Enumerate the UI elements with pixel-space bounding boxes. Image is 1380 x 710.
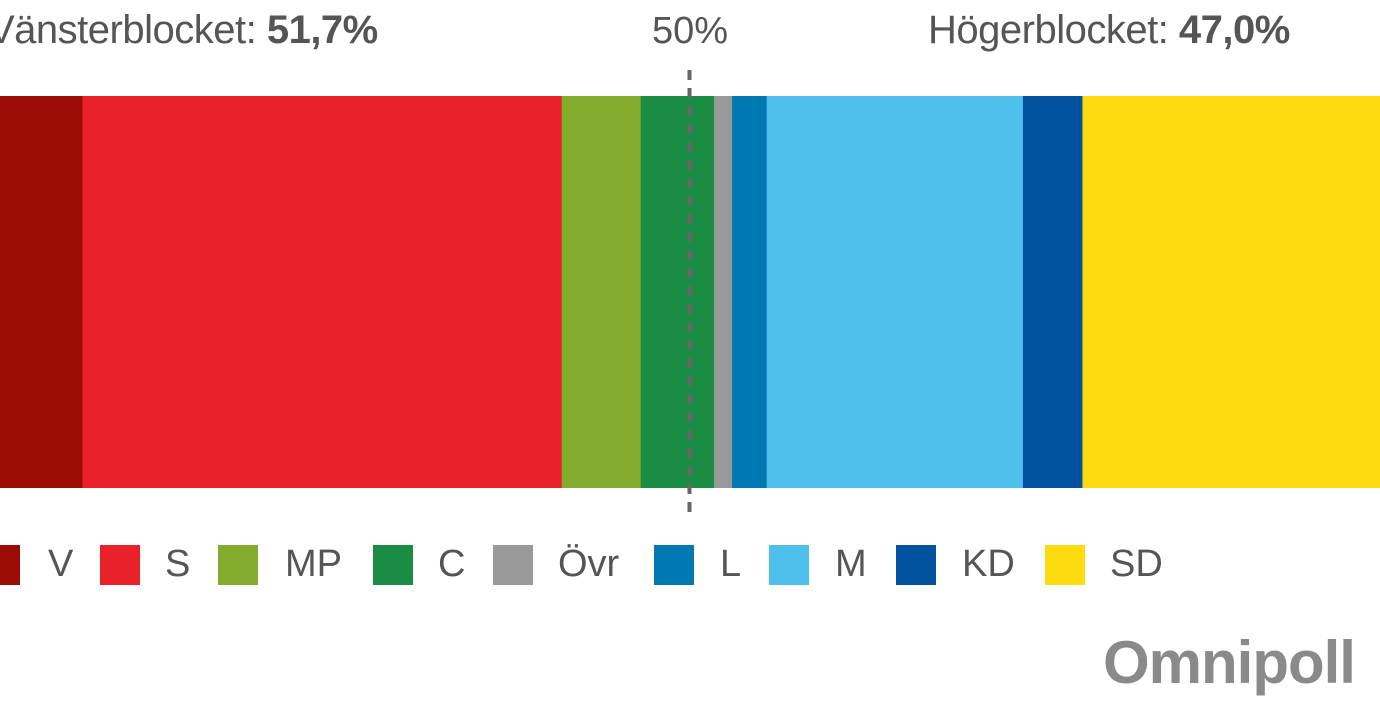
legend-swatch-kd [896, 545, 936, 585]
left-bloc-value: 51,7% [266, 8, 378, 52]
bar-segment-kd [1022, 96, 1083, 488]
legend-label-mp: MP [285, 543, 342, 585]
stacked-bar-chart [0, 70, 1380, 516]
bar-segment-l [732, 96, 768, 488]
right-bloc-label: Högerblocket: 47,0% [928, 8, 1290, 53]
legend-swatch-mp [218, 545, 258, 585]
right-bloc-value: 47,0% [1178, 8, 1290, 52]
legend-swatch-l [654, 545, 694, 585]
bar-segment-s [82, 96, 563, 488]
legend-label-v: V [48, 543, 74, 585]
fifty-percent-label: 50% [651, 10, 729, 52]
bar-segment-övr [714, 96, 733, 488]
legend-swatch-sd [1045, 545, 1085, 585]
legend-swatch-c [373, 545, 413, 585]
bar-segment-sd [1082, 96, 1380, 488]
legend-label-övr: Övr [558, 543, 620, 585]
bar-segment-m [766, 96, 1024, 488]
left-bloc-name: Vänsterblocket: [0, 8, 257, 52]
omnipoll-logo: Omnipoll [1103, 629, 1356, 696]
legend-swatch-v [0, 545, 20, 585]
bar-segment-mp [561, 96, 642, 488]
legend-label-c: C [438, 543, 466, 585]
legend-label-kd: KD [962, 543, 1015, 585]
left-bloc-label: Vänsterblocket: 51,7% [0, 8, 378, 53]
legend-label-l: L [720, 543, 742, 585]
legend-label-s: S [165, 543, 191, 585]
right-bloc-name: Högerblocket: [928, 8, 1169, 52]
legend-label-m: M [835, 543, 867, 585]
legend-swatch-s [100, 545, 140, 585]
legend-label-sd: SD [1110, 543, 1163, 585]
bar-segment-v [0, 96, 83, 488]
legend-swatch-övr [493, 545, 533, 585]
legend-swatch-m [769, 545, 809, 585]
bar-segment-c [640, 96, 715, 488]
